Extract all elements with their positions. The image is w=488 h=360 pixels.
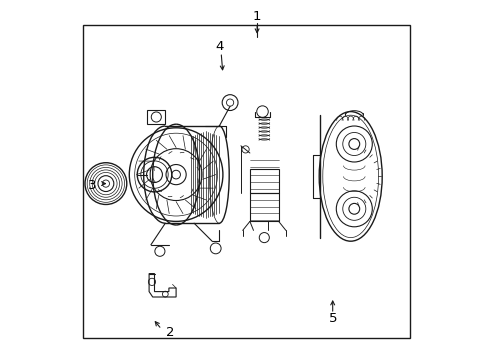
Text: 5: 5 — [328, 312, 336, 325]
Text: 4: 4 — [215, 40, 223, 53]
Bar — [249, 169, 278, 193]
Bar — [82, 25, 409, 338]
Text: 1: 1 — [252, 10, 261, 23]
Text: 2: 2 — [166, 327, 175, 339]
Bar — [249, 193, 278, 221]
Text: 3: 3 — [88, 179, 97, 192]
